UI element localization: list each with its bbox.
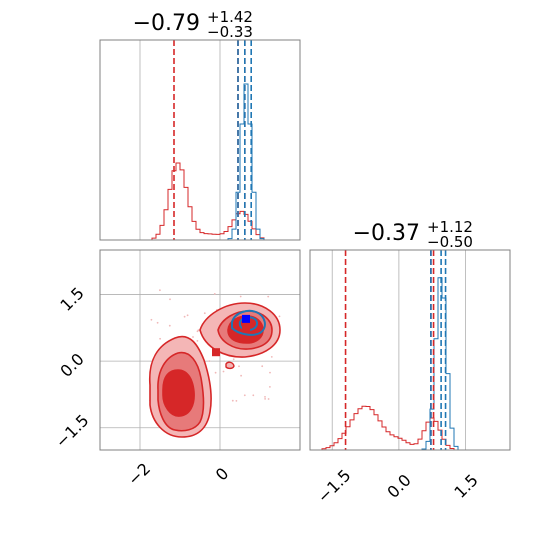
bl-scatter-point bbox=[196, 330, 199, 333]
bl-scatter-point bbox=[214, 371, 217, 374]
bl-scatter-point bbox=[196, 340, 199, 342]
bl-marker-3 bbox=[242, 314, 250, 323]
bl-scatter-point bbox=[238, 365, 240, 368]
br-xtick-1: 0.0 bbox=[383, 470, 414, 501]
bl-ytick-2: −1.5 bbox=[52, 411, 93, 452]
contour-bottom-left: −2 0 1.5 0.0 −1.5 bbox=[52, 249, 301, 489]
br-hist-red bbox=[310, 405, 510, 451]
bl-scatter-point bbox=[150, 318, 153, 321]
hist-bottom-right: −0.37 +1.12 −0.50 −1.5 0.0 1.5 bbox=[309, 218, 511, 507]
bl-marker-2 bbox=[242, 323, 250, 332]
bl-scatter-point bbox=[169, 298, 171, 301]
bl-marker-0 bbox=[176, 386, 184, 394]
bl-scatter-point bbox=[159, 337, 162, 340]
bl-xtick-0: −2 bbox=[124, 459, 154, 489]
br-xtick-2: 1.5 bbox=[450, 470, 481, 501]
title-top-sub: −0.33 bbox=[207, 23, 253, 41]
bl-scatter-point bbox=[183, 315, 186, 318]
title-top-main: −0.79 bbox=[133, 11, 200, 36]
bl-scatter-point bbox=[239, 295, 242, 298]
frame-top-left bbox=[99, 39, 301, 241]
title-br-main: −0.37 bbox=[353, 221, 420, 246]
bl-scatter-point bbox=[261, 365, 264, 368]
bl-scatter-point bbox=[264, 398, 266, 400]
title-br-sub: −0.50 bbox=[427, 233, 473, 251]
br-xtick-0: −1.5 bbox=[314, 466, 355, 507]
bl-scatter-point bbox=[208, 360, 211, 362]
contour-extra-blob bbox=[225, 361, 235, 370]
title-br-sup: +1.12 bbox=[427, 218, 473, 236]
bl-scatter-point bbox=[264, 396, 266, 398]
tl-hist-red bbox=[100, 162, 300, 241]
frame-bottom-left bbox=[99, 249, 301, 451]
bl-marker-1 bbox=[212, 348, 220, 357]
bl-scatter-point bbox=[186, 314, 189, 317]
bl-scatter-point bbox=[267, 398, 270, 400]
bl-scatter-point bbox=[269, 386, 271, 388]
bl-scatter-point bbox=[213, 293, 216, 295]
bl-scatter-point bbox=[231, 399, 234, 402]
hist-top-left: −0.79 +1.42 −0.33 bbox=[99, 8, 301, 241]
bl-scatter-point bbox=[159, 289, 161, 292]
bl-scatter-point bbox=[267, 295, 270, 298]
bl-scatter-point bbox=[192, 336, 194, 338]
br-hist-blue bbox=[310, 277, 510, 451]
bl-scatter-point bbox=[243, 394, 246, 397]
bl-ytick-0: 1.5 bbox=[56, 283, 87, 314]
bl-ytick-1: 0.0 bbox=[56, 349, 87, 380]
bl-scatter-point bbox=[168, 324, 171, 327]
bl-scatter-point bbox=[222, 370, 225, 373]
title-top-sup: +1.42 bbox=[207, 8, 253, 26]
bl-xtick-1: 0 bbox=[212, 464, 233, 485]
bl-scatter-point bbox=[240, 374, 243, 377]
bl-scatter-point bbox=[269, 371, 271, 374]
frame-bottom-right bbox=[309, 249, 511, 451]
contour-blue-outer bbox=[231, 309, 266, 336]
bl-scatter-point bbox=[252, 394, 255, 397]
bl-scatter-point bbox=[270, 356, 273, 358]
bl-scatter-point bbox=[203, 312, 206, 315]
bl-scatter-point bbox=[278, 315, 281, 318]
tl-hist-blue bbox=[100, 83, 300, 241]
bl-scatter-point bbox=[232, 358, 235, 361]
bl-scatter-point bbox=[235, 400, 238, 402]
bl-scatter-point bbox=[156, 321, 159, 324]
